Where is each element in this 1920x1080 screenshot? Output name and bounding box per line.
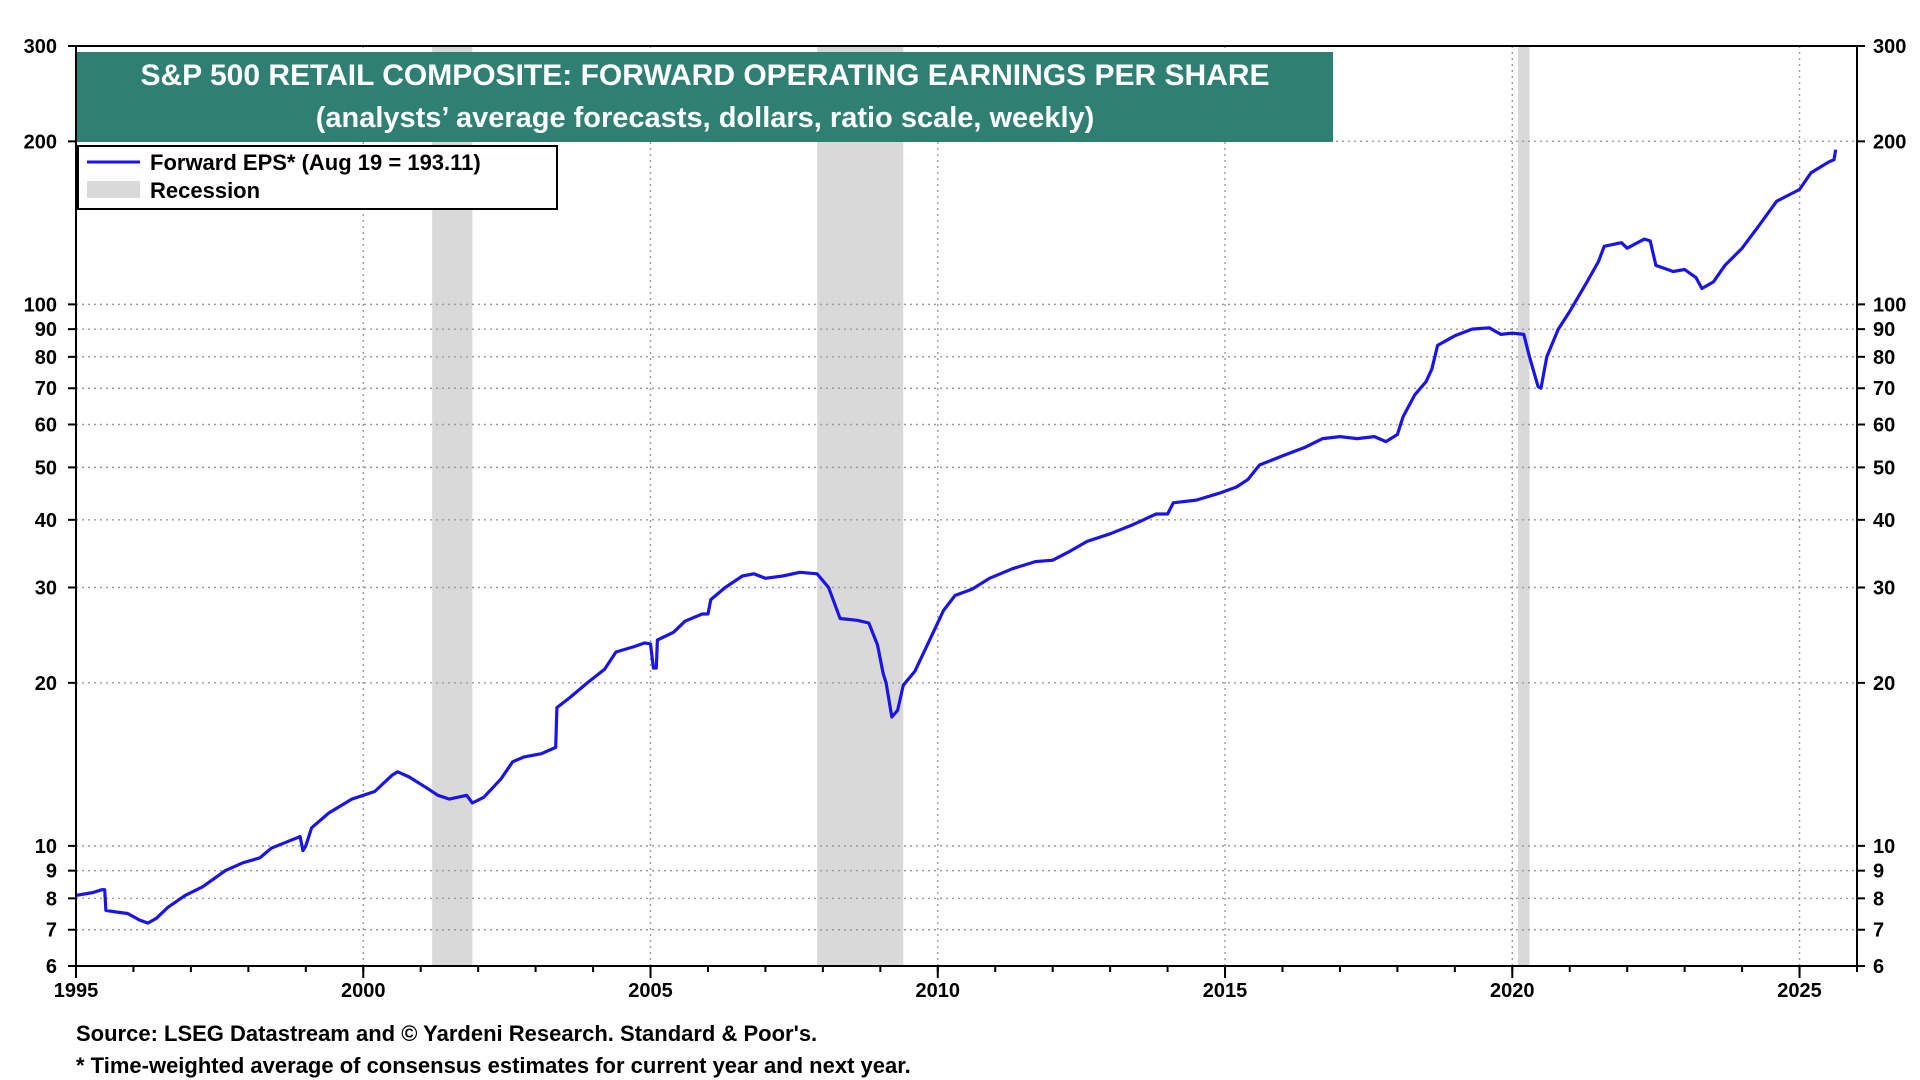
legend-recession-label: Recession (150, 178, 260, 203)
right-tick-label-4: 10 (1873, 836, 1895, 858)
right-tick-label-10: 70 (1873, 378, 1895, 400)
x-axis-ticks: 1995 2000 2005 2010 2015 2020 2025 (54, 966, 1858, 1002)
title-background (77, 52, 1333, 142)
footnote: * Time-weighted average of consensus est… (76, 1053, 911, 1078)
left-tick-label-8: 50 (35, 457, 57, 479)
plot-frame (75, 45, 1858, 967)
left-tick-label-9: 60 (35, 414, 57, 436)
recession-band-1 (817, 46, 904, 966)
right-tick-label-3: 9 (1873, 861, 1884, 883)
x-tick-label-2: 2005 (628, 980, 673, 1002)
left-tick-label-11: 80 (35, 347, 57, 369)
right-tick-label-7: 40 (1873, 510, 1895, 532)
x-tick-label-6: 2025 (1777, 980, 1822, 1002)
right-tick-label-8: 50 (1873, 457, 1895, 479)
title-box: S&P 500 RETAIL COMPOSITE: FORWARD OPERAT… (77, 52, 1333, 142)
x-tick-label-4: 2015 (1203, 980, 1248, 1002)
legend-series-label: Forward EPS* (Aug 19 = 193.11) (150, 150, 481, 175)
series-layer (75, 149, 1838, 925)
right-tick-label-9: 60 (1873, 414, 1895, 436)
right-tick-label-1: 7 (1873, 920, 1884, 942)
x-tick-label-3: 2010 (916, 980, 961, 1002)
right-tick-label-0: 6 (1873, 956, 1884, 978)
chart-subtitle: (analysts’ average forecasts, dollars, r… (316, 102, 1095, 134)
x-tick-label-1: 2000 (341, 980, 386, 1002)
left-tick-label-5: 20 (35, 673, 57, 695)
legend-box (77, 145, 558, 210)
left-tick-label-7: 40 (35, 510, 57, 532)
left-tick-label-2: 8 (46, 888, 57, 910)
x-tick-label-0: 1995 (54, 980, 99, 1002)
right-tick-label-11: 80 (1873, 347, 1895, 369)
right-tick-label-6: 30 (1873, 578, 1895, 600)
left-axis-ticks: 6 7 8 9 10 20 30 40 50 60 70 80 90 100 200 300 (24, 36, 76, 978)
right-tick-label-14: 200 (1873, 131, 1906, 153)
right-tick-label-12: 90 (1873, 319, 1895, 341)
x-tick-label-5: 2020 (1490, 980, 1535, 1002)
left-tick-label-12: 90 (35, 319, 57, 341)
series-line-0 (75, 149, 1838, 925)
chart-title: S&P 500 RETAIL COMPOSITE: FORWARD OPERAT… (140, 59, 1269, 92)
recession-band-2 (1518, 46, 1530, 966)
recession-bands (432, 46, 1530, 966)
left-tick-label-14: 200 (24, 131, 57, 153)
left-tick-label-1: 7 (46, 920, 57, 942)
right-tick-label-5: 20 (1873, 673, 1895, 695)
left-tick-label-6: 30 (35, 578, 57, 600)
left-tick-label-4: 10 (35, 836, 57, 858)
left-tick-label-13: 100 (24, 294, 57, 316)
legend: Forward EPS* (Aug 19 = 193.11) Recession (77, 145, 558, 210)
left-tick-label-0: 6 (46, 956, 57, 978)
left-tick-label-10: 70 (35, 378, 57, 400)
right-tick-label-15: 300 (1873, 36, 1906, 58)
right-tick-label-2: 8 (1873, 888, 1884, 910)
source-note: Source: LSEG Datastream and © Yardeni Re… (76, 1021, 817, 1046)
left-tick-label-3: 9 (46, 861, 57, 883)
legend-recession-swatch (87, 181, 140, 198)
left-tick-label-15: 300 (24, 36, 57, 58)
right-axis-ticks: 6 7 8 9 10 20 30 40 50 60 70 80 90 100 200 300 (1857, 36, 1906, 978)
right-tick-label-13: 100 (1873, 294, 1906, 316)
